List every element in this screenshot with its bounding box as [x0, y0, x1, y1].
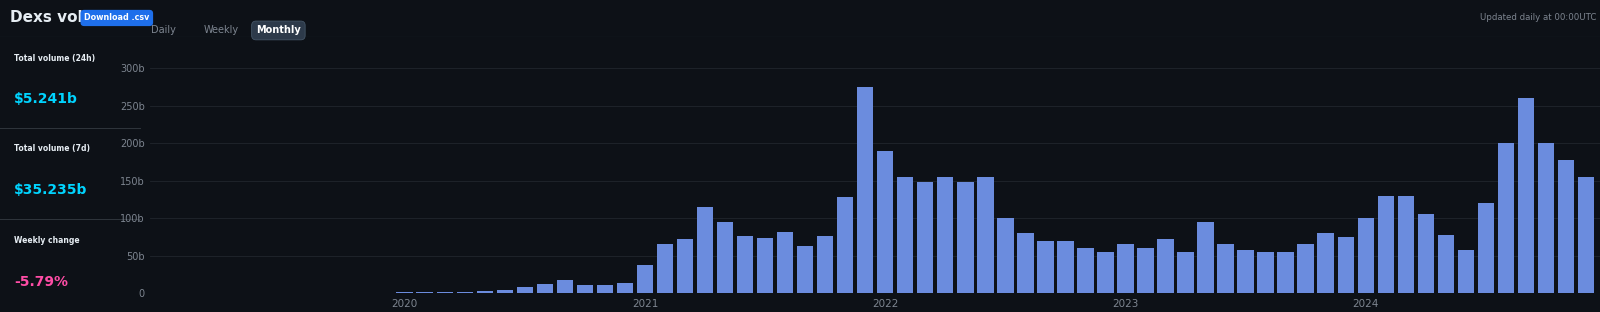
Text: Download .csv: Download .csv	[85, 13, 149, 22]
Bar	[1518, 98, 1534, 293]
Text: Weekly change: Weekly change	[14, 236, 80, 245]
Bar	[1478, 203, 1494, 293]
Text: $35.235b: $35.235b	[14, 183, 88, 197]
Text: Updated daily at 00:00UTC: Updated daily at 00:00UTC	[1480, 13, 1597, 22]
Bar	[898, 177, 914, 293]
Bar	[576, 285, 594, 293]
Text: Weekly: Weekly	[203, 26, 238, 36]
Bar	[1438, 235, 1454, 293]
Text: Dexs volume: Dexs volume	[10, 11, 120, 26]
Bar	[416, 292, 434, 293]
Bar	[1558, 160, 1574, 293]
Bar	[917, 182, 933, 293]
Bar	[1197, 222, 1214, 293]
Bar	[536, 284, 554, 293]
Bar	[978, 177, 994, 293]
Bar	[797, 246, 813, 293]
Bar	[477, 291, 493, 293]
Bar	[1458, 250, 1474, 293]
Bar	[1037, 241, 1053, 293]
Bar	[1098, 252, 1114, 293]
Bar	[1397, 196, 1414, 293]
Bar	[1018, 233, 1034, 293]
Text: -5.79%: -5.79%	[14, 275, 69, 289]
Bar	[1538, 143, 1554, 293]
Bar	[597, 285, 613, 293]
Bar	[1578, 177, 1594, 293]
Bar	[496, 290, 514, 293]
Bar	[1378, 196, 1394, 293]
Text: Daily: Daily	[150, 26, 176, 36]
Bar	[1058, 241, 1074, 293]
Bar	[837, 197, 853, 293]
Bar	[1138, 248, 1154, 293]
Bar	[1258, 252, 1274, 293]
Bar	[757, 238, 773, 293]
Bar	[698, 207, 714, 293]
Bar	[1237, 250, 1254, 293]
Bar	[1357, 218, 1374, 293]
Bar	[637, 265, 653, 293]
Bar	[738, 236, 754, 293]
Bar	[1157, 239, 1174, 293]
Bar	[1498, 143, 1514, 293]
Text: Monthly: Monthly	[256, 26, 301, 36]
Bar	[1298, 245, 1314, 293]
Bar	[1418, 214, 1434, 293]
Bar	[938, 177, 954, 293]
Bar	[437, 292, 453, 293]
Text: Total volume (7d): Total volume (7d)	[14, 144, 90, 153]
Bar	[397, 292, 413, 293]
Bar	[818, 236, 834, 293]
Bar	[517, 287, 533, 293]
Bar	[1218, 245, 1234, 293]
Bar	[1338, 237, 1354, 293]
Bar	[778, 232, 794, 293]
Bar	[1117, 245, 1134, 293]
Bar	[557, 280, 573, 293]
Bar	[1317, 233, 1334, 293]
Bar	[997, 218, 1013, 293]
Bar	[616, 283, 634, 293]
Bar	[957, 182, 973, 293]
Bar	[858, 87, 874, 293]
Bar	[1277, 252, 1294, 293]
Bar	[877, 151, 893, 293]
Text: Total volume (24h): Total volume (24h)	[14, 54, 96, 62]
Bar	[717, 222, 733, 293]
Bar	[1178, 252, 1194, 293]
Bar	[656, 245, 674, 293]
Text: $5.241b: $5.241b	[14, 92, 78, 106]
Bar	[677, 239, 693, 293]
Bar	[456, 292, 474, 293]
Bar	[1077, 248, 1094, 293]
